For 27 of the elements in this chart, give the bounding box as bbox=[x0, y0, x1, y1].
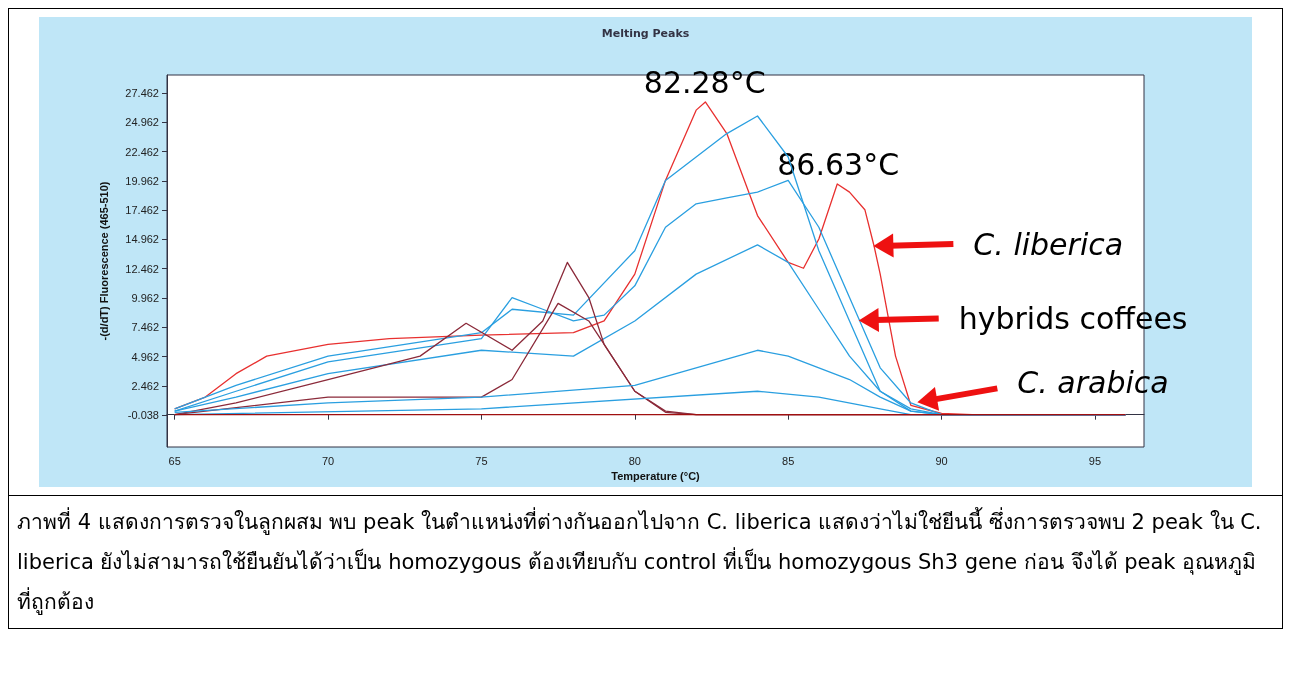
chart-title: Melting Peaks bbox=[601, 27, 690, 40]
y-tick-label: 2.462 bbox=[131, 379, 159, 392]
annotation: C. liberica bbox=[973, 226, 1124, 262]
text: ภาพที่ 4 แสดงการตรวจในลูกผสม พบ peak ในตำแหน่งที่ต่างกันออกไปจาก C. liberica แสดงว่าไม่ใช่ยีนนี้ ซึ่งการตรวจพบ 2 peak ใน C. liberica ยังไม่สามารถใช้ยืนยันได้ว่าเป็น homozygous ต้องเทียบกับ control ที่เป็น homozygous Sh3 gene ก่อน จึงได้ peak อุณหภูมิ ที่ถูกต้อง bbox=[8, 496, 1283, 629]
y-tick-label: 12.462 bbox=[125, 262, 159, 275]
x-tick-label: 65 bbox=[168, 454, 181, 467]
y-tick-label: 9.962 bbox=[131, 291, 159, 304]
annotation: C. arabica bbox=[1017, 364, 1169, 400]
annotation: hybrids coffees bbox=[958, 301, 1188, 337]
y-tick-label: -0.038 bbox=[127, 409, 159, 422]
y-tick-label: 14.962 bbox=[125, 233, 159, 246]
annotation: 82.28°C bbox=[643, 65, 766, 101]
y-tick-label: 22.462 bbox=[125, 145, 159, 158]
x-axis-title: Temperature (°C) bbox=[611, 470, 701, 483]
x-tick-label: 75 bbox=[475, 454, 488, 467]
x-tick-label: 80 bbox=[628, 454, 641, 467]
y-tick-label: 19.962 bbox=[125, 174, 159, 187]
y-tick-label: 4.962 bbox=[131, 350, 159, 363]
y-tick-label: 17.462 bbox=[125, 204, 159, 217]
y-axis-title: -(d/dT) Fluorescence (465-510) bbox=[97, 181, 110, 341]
x-tick-label: 85 bbox=[782, 454, 795, 467]
y-tick-label: 7.462 bbox=[131, 321, 159, 334]
x-tick-label: 70 bbox=[321, 454, 335, 467]
y-tick-label: 24.962 bbox=[125, 116, 159, 129]
x-tick-label: 90 bbox=[935, 454, 948, 467]
x-tick-label: 95 bbox=[1088, 454, 1102, 467]
y-tick-label: 27.462 bbox=[125, 87, 159, 100]
